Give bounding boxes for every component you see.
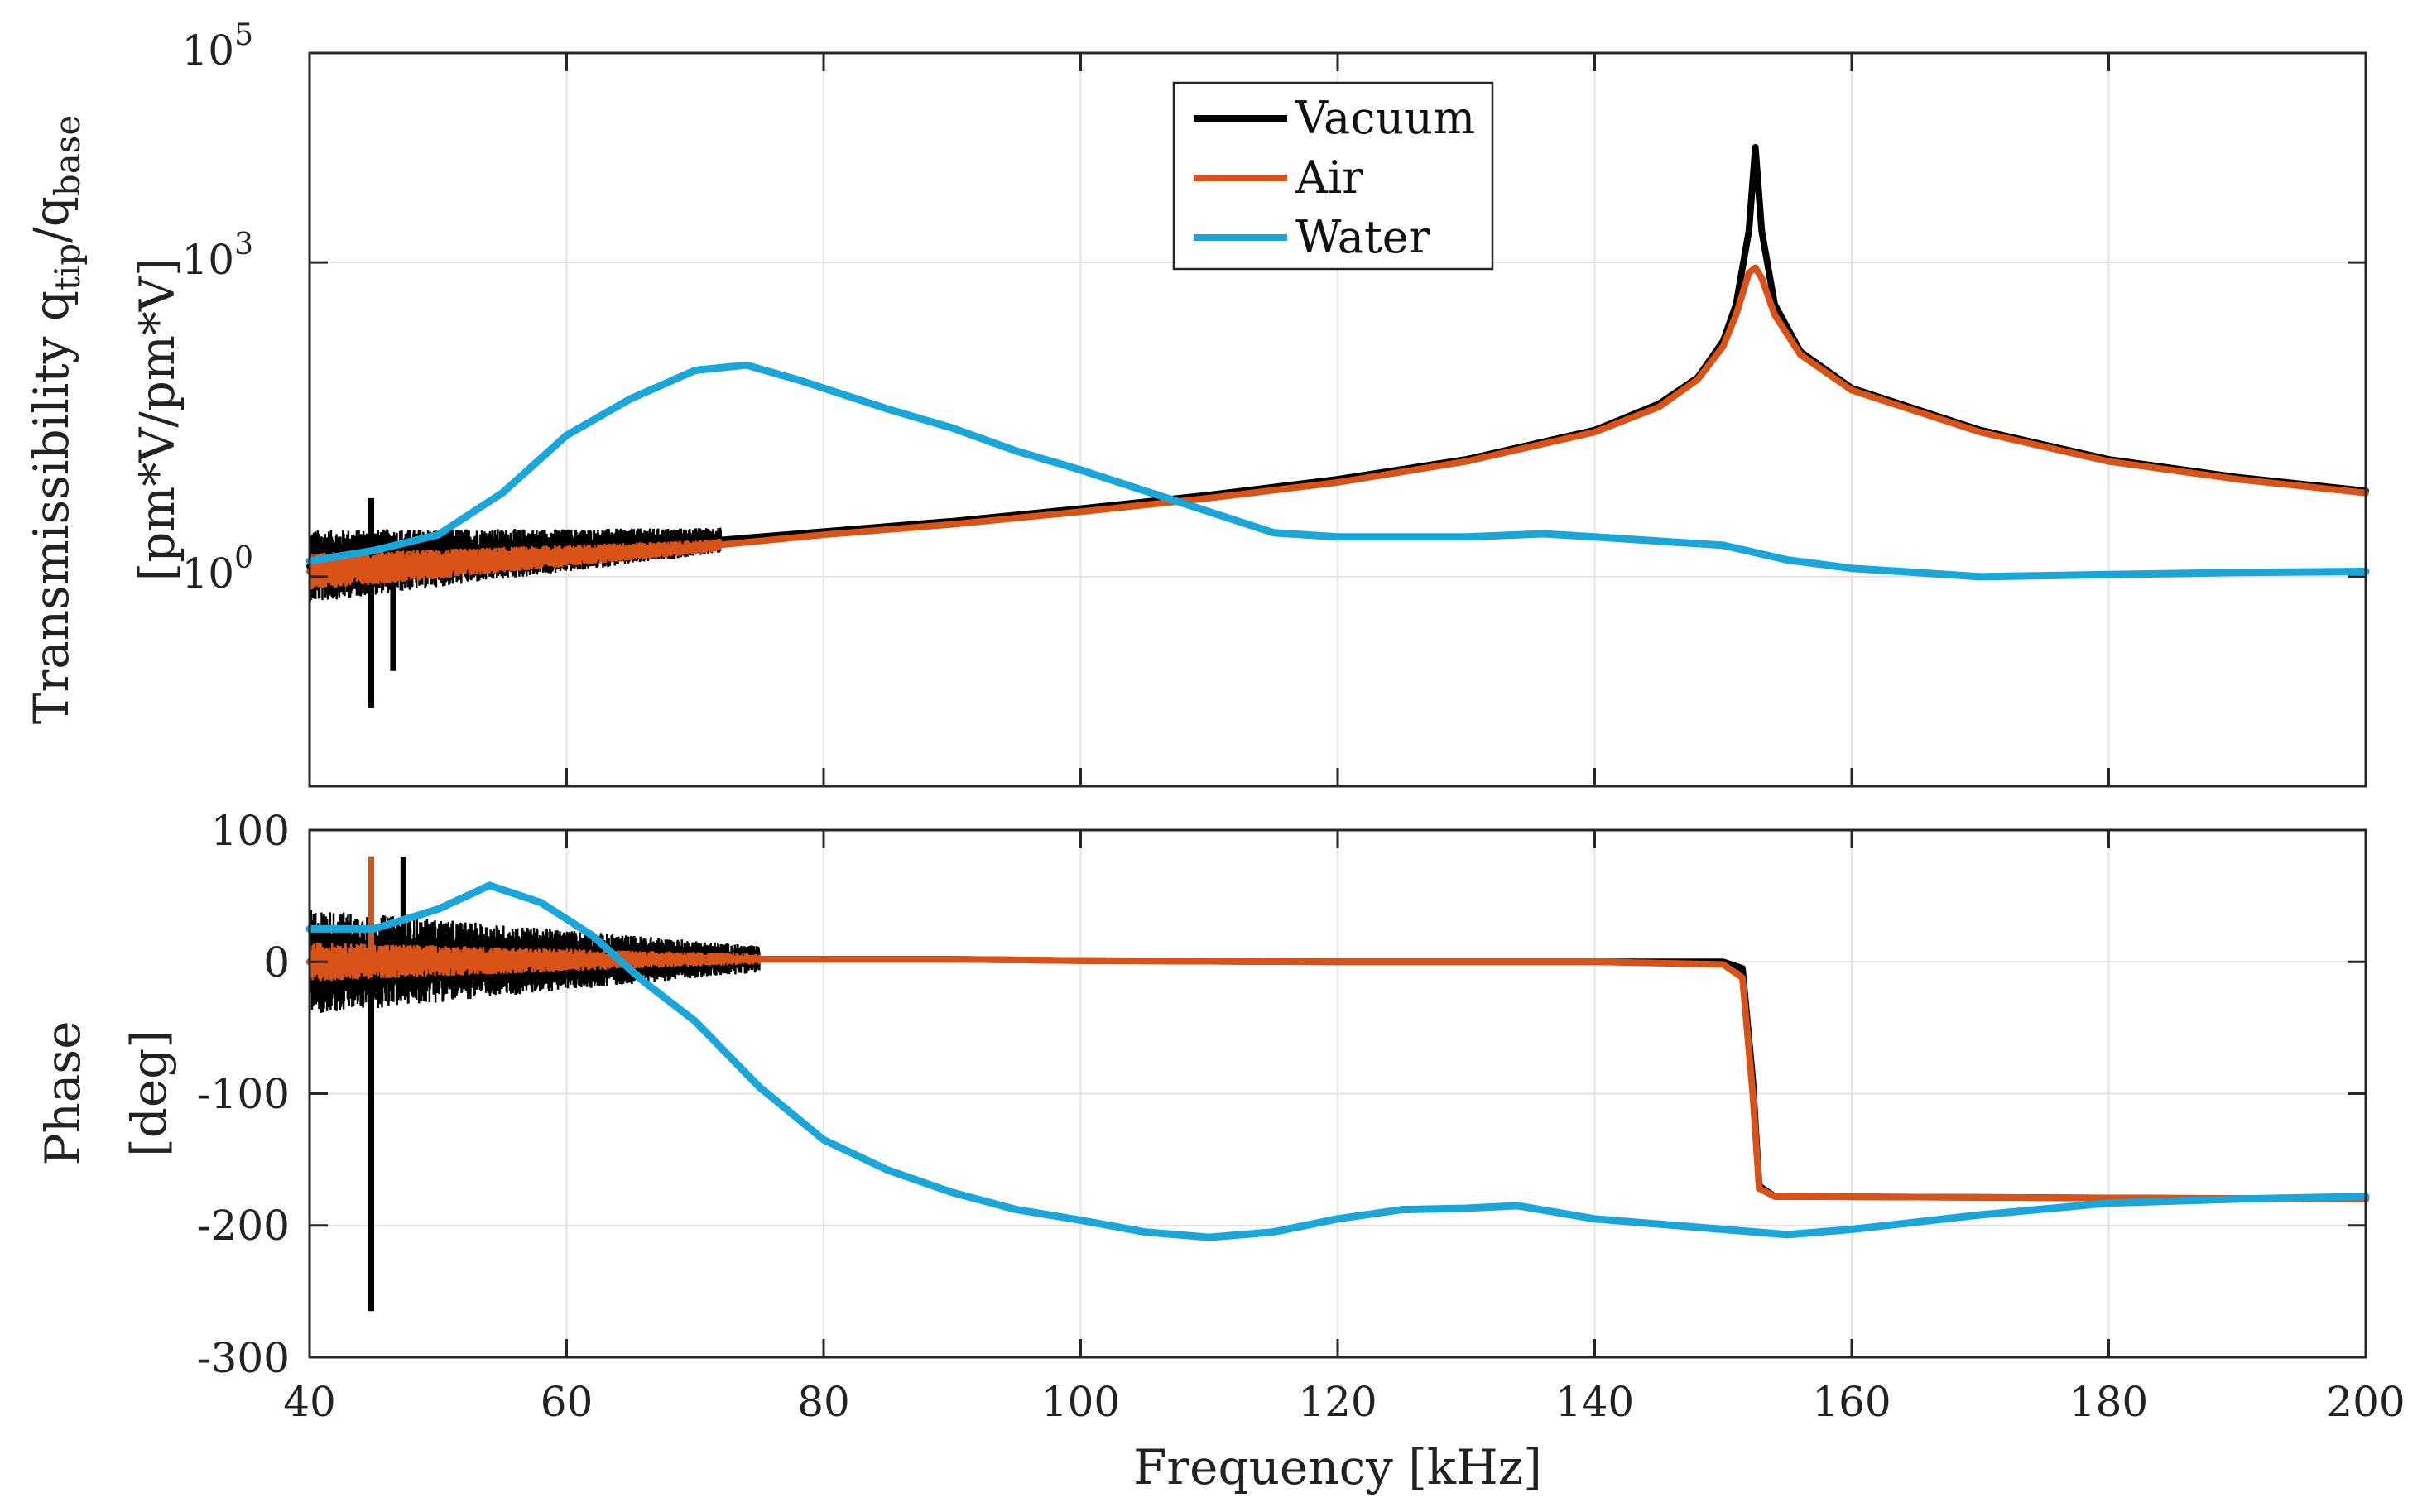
phase-air-series-group bbox=[306, 856, 2369, 1202]
xtick-label-180: 180 bbox=[2069, 1378, 2148, 1426]
phase-air-line bbox=[306, 956, 2369, 1202]
magnitude-series bbox=[305, 143, 2370, 708]
magnitude-ticks bbox=[308, 51, 2367, 786]
magnitude-water-line bbox=[305, 361, 2370, 581]
phase-series bbox=[305, 856, 2370, 1312]
magnitude-panel: 100 103 105 Transmissibility qtip/qbase … bbox=[23, 18, 2370, 788]
xtick-label-40: 40 bbox=[283, 1378, 336, 1426]
xtick-label-120: 120 bbox=[1298, 1378, 1377, 1426]
magnitude-ylabel-line1: Transmissibility qtip/qbase bbox=[23, 115, 88, 724]
xtick-label-200: 200 bbox=[2326, 1378, 2405, 1426]
phase-ytick-label-neg100: -100 bbox=[197, 1070, 290, 1118]
phase-ytick-label-100: 100 bbox=[211, 807, 290, 855]
xtick-label-140: 140 bbox=[1555, 1378, 1634, 1426]
phase-ylabel-line2: [deg] bbox=[121, 1030, 177, 1157]
legend-label-vacuum: Vacuum bbox=[1295, 92, 1475, 144]
magnitude-ytick-label-0: 100 bbox=[181, 541, 253, 598]
phase-ytick-label-neg300: -300 bbox=[197, 1334, 290, 1382]
phase-water-line bbox=[305, 881, 2370, 1241]
phase-panel: 100 0 -100 -200 -300 Phase [deg] 40 60 8… bbox=[35, 807, 2405, 1495]
magnitude-ylabel-line2: [pm*V/pm*V] bbox=[129, 258, 185, 582]
phase-ytick-label-neg200: -200 bbox=[197, 1202, 290, 1250]
phase-ylabel-line1: Phase bbox=[35, 1020, 91, 1165]
legend-label-air: Air bbox=[1295, 151, 1363, 204]
magnitude-ytick-label-3: 103 bbox=[181, 228, 253, 284]
legend: Vacuum Air Water bbox=[1172, 81, 1494, 271]
xtick-label-160: 160 bbox=[1812, 1378, 1891, 1426]
magnitude-ytick-label-5: 105 bbox=[181, 18, 253, 74]
phase-ticks bbox=[308, 828, 2367, 1359]
phase-water-series-group bbox=[305, 881, 2370, 1241]
xlabel: Frequency [kHz] bbox=[1133, 1439, 1542, 1495]
magnitude-air-line bbox=[306, 264, 2369, 575]
xtick-label-60: 60 bbox=[541, 1378, 594, 1426]
magnitude-water-series-group bbox=[305, 361, 2370, 581]
phase-ytick-label-0: 0 bbox=[263, 938, 290, 986]
xtick-label-80: 80 bbox=[797, 1378, 850, 1426]
xtick-label-100: 100 bbox=[1041, 1378, 1120, 1426]
legend-label-water: Water bbox=[1295, 211, 1430, 263]
